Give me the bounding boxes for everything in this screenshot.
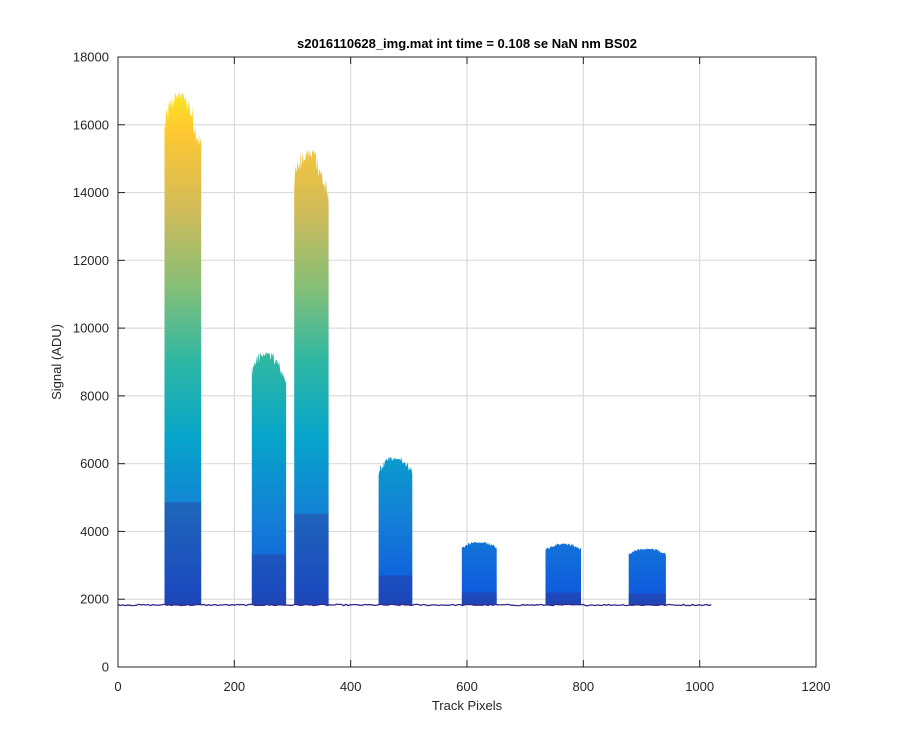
x-tick-label: 200 <box>223 679 245 694</box>
signal-peak-1 <box>164 91 202 605</box>
x-tick-label: 0 <box>114 679 121 694</box>
signal-peak-base <box>251 554 287 605</box>
signal-peak-base <box>294 513 329 605</box>
signal-peak-base <box>461 592 497 605</box>
signal-peak-3 <box>294 148 329 605</box>
signal-peak-base <box>164 502 202 605</box>
signal-series <box>118 91 712 607</box>
x-tick-label: 800 <box>572 679 594 694</box>
ticks: 0 200 400 600 800 1000 12000200040006000800010… <box>73 50 831 695</box>
x-tick-label: 1200 <box>802 679 831 694</box>
signal-peak-base <box>378 575 413 605</box>
baseline-trace <box>118 603 712 607</box>
signal-peak-base <box>628 593 666 605</box>
x-tick-label: 600 <box>456 679 478 694</box>
y-tick-label: 12000 <box>73 253 109 268</box>
y-tick-label: 14000 <box>73 185 109 200</box>
signal-peak-base <box>545 592 582 605</box>
y-tick-label: 6000 <box>80 456 109 471</box>
x-tick-label: 400 <box>340 679 362 694</box>
y-tick-label: 0 <box>102 660 109 675</box>
y-tick-label: 16000 <box>73 117 109 132</box>
y-tick-label: 2000 <box>80 592 109 607</box>
grid <box>118 57 816 667</box>
signal-peak-5 <box>461 541 497 605</box>
x-tick-label: 1000 <box>685 679 714 694</box>
y-tick-label: 18000 <box>73 50 109 65</box>
y-axis-label: Signal (ADU) <box>49 324 64 400</box>
signal-peak-6 <box>545 543 581 605</box>
x-axis-label: Track Pixels <box>432 698 503 713</box>
y-tick-label: 8000 <box>80 388 109 403</box>
y-tick-label: 10000 <box>73 321 109 336</box>
y-tick-label: 4000 <box>80 524 109 539</box>
signal-peak-4 <box>378 456 413 605</box>
signal-peak-2 <box>251 352 287 605</box>
signal-peak-7 <box>628 548 666 605</box>
chart-title: s2016110628_img.mat int time = 0.108 se … <box>297 36 637 51</box>
